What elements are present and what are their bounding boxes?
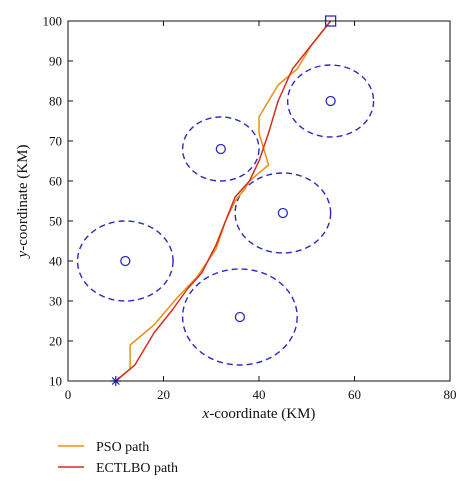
series-line-pso — [115, 20, 332, 382]
threat-center-3 — [277, 207, 289, 219]
x-axis-label: x-coordinate (KM) — [202, 406, 316, 422]
threat-circle-1 — [76, 220, 174, 302]
y-tick-label: 50 — [49, 214, 62, 229]
threat-circle-5 — [181, 268, 298, 366]
y-tick-label: 100 — [43, 14, 63, 29]
start-goal-markers — [110, 15, 337, 386]
threat-center-1 — [120, 255, 131, 267]
x-tick-label: 40 — [253, 387, 266, 402]
y-tick-label: 60 — [49, 174, 62, 189]
legend-label-pso: PSO path — [96, 440, 149, 455]
y-tick-label: 10 — [49, 374, 62, 389]
threat-center-4 — [325, 95, 336, 107]
y-axis-label: y-coordinate (KM) — [15, 145, 31, 260]
legend: PSO path ECTLBO path — [58, 440, 178, 476]
threat-circle-4 — [286, 64, 375, 138]
series-line-ectlbo — [115, 20, 332, 382]
y-tick-label: 90 — [49, 54, 62, 69]
x-tick-label: 0 — [65, 387, 72, 402]
y-tick-label: 20 — [49, 334, 62, 349]
path-series — [115, 20, 332, 382]
y-tick-label: 30 — [49, 294, 62, 309]
x-tick-label: 60 — [348, 387, 361, 402]
threat-zones — [76, 64, 375, 366]
threat-center-5 — [234, 311, 246, 323]
threat-center-2 — [215, 143, 226, 155]
threat-circle-2 — [181, 116, 260, 182]
x-tick-label: 80 — [444, 387, 457, 402]
y-tick-label: 80 — [49, 94, 62, 109]
threat-circle-3 — [234, 172, 332, 254]
y-tick-label: 70 — [49, 134, 62, 149]
x-tick-label: 20 — [157, 387, 170, 402]
plot-frame — [67, 20, 451, 382]
y-tick-label: 40 — [49, 254, 62, 269]
legend-label-ectlbo: ECTLBO path — [96, 461, 178, 476]
axis-ticks: 0 20 40 60 80 10 20 30 40 50 60 70 80 90 100 — [43, 14, 457, 403]
